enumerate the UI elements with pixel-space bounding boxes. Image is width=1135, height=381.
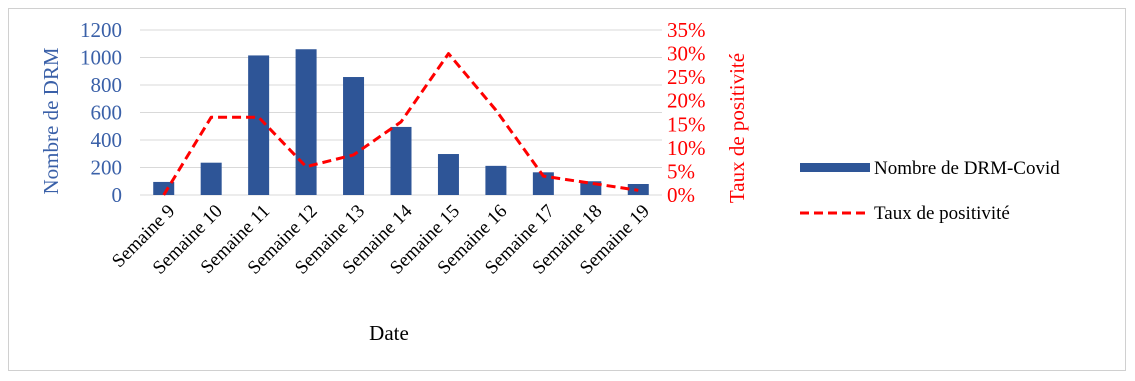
bar — [437, 154, 459, 195]
legend-bar-label: Nombre de DRM-Covid — [874, 158, 1060, 179]
y2-tick-label: 20% — [667, 89, 706, 113]
legend-bar-swatch — [800, 163, 870, 172]
bar — [532, 172, 554, 195]
positivity-line — [162, 52, 639, 196]
legend: Nombre de DRM-Covid Taux de positivité — [800, 158, 1060, 224]
y-tick-label: 1200 — [80, 18, 122, 42]
bar — [485, 165, 507, 195]
y2-tick-label: 35% — [667, 18, 706, 42]
right-axis-ticks: 0%5%10%15%20%25%30%35% — [667, 18, 706, 207]
legend-line-label: Taux de positivité — [874, 203, 1010, 224]
y2-tick-label: 10% — [667, 136, 706, 160]
y-axis-label: Nombre de DRM — [39, 47, 63, 194]
y-tick-label: 0 — [112, 183, 123, 207]
y2-axis-label: Taux de positivité — [725, 53, 749, 203]
bar — [390, 126, 412, 195]
x-axis-label: Date — [369, 321, 409, 345]
bar — [153, 181, 175, 195]
gridlines — [140, 29, 662, 196]
y2-tick-label: 25% — [667, 65, 706, 89]
left-axis-ticks: 0 200 400 600 800 1000 1200 — [80, 18, 122, 207]
bars — [153, 49, 649, 195]
y-tick-label: 600 — [91, 101, 123, 125]
bar — [295, 49, 317, 195]
bar — [248, 55, 270, 195]
y-tick-label: 200 — [91, 156, 123, 180]
y2-tick-label: 30% — [667, 42, 706, 66]
y-tick-label: 1000 — [80, 46, 122, 70]
y2-tick-label: 15% — [667, 112, 706, 136]
positivity-line-layer — [162, 52, 639, 196]
bar — [343, 77, 365, 195]
y2-tick-label: 0% — [667, 183, 695, 207]
bar — [200, 162, 222, 195]
chart-frame — [8, 8, 1126, 371]
y2-tick-label: 5% — [667, 159, 695, 183]
y-tick-label: 400 — [91, 128, 123, 152]
y-tick-label: 800 — [91, 73, 123, 97]
